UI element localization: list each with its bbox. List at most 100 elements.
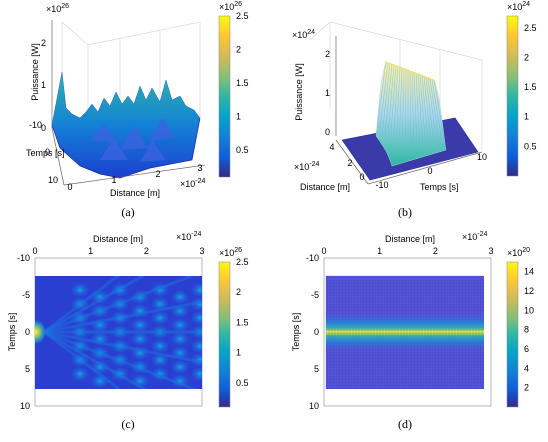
- panel-c-ytick-10: 10: [20, 401, 30, 411]
- panel-b-ylabel: Distance [m]: [300, 182, 350, 192]
- panel-b-colorbar-tick-2.5: 2.5: [524, 23, 537, 33]
- panel-c-ytick-0: 0: [25, 327, 30, 337]
- panel-b-colorbar-tick-1: 1: [524, 112, 529, 122]
- panel-d-colorbar: [506, 261, 519, 408]
- panel-c-lattice-blob: [171, 290, 189, 304]
- panel-d-colorbar-tick-12: 12: [524, 286, 534, 296]
- panel-b-pulse-mesh: [375, 61, 447, 151]
- panel-a-ztick-0: 0: [41, 123, 46, 133]
- panel-a-ridges: [90, 118, 176, 162]
- panel-c-caption: (c): [121, 417, 134, 431]
- panel-c-lattice-blob: [151, 339, 169, 353]
- panel-d-ytick--5: -5: [311, 290, 319, 300]
- panel-b-z-exponent: ×1024: [292, 29, 315, 40]
- panel-a-xtick-1: 1: [111, 175, 116, 185]
- panel-b-ytick-0: 0: [359, 172, 364, 182]
- panel-a-ylabel: Temps [s]: [26, 148, 65, 158]
- panel-a-temps-axis: [51, 127, 65, 186]
- panel-c-lattice-blob: [191, 367, 202, 381]
- panel-d-colorbar-tick-2: 2: [524, 383, 529, 393]
- panel-b-ytick-4: 4: [329, 142, 334, 152]
- panel-c-fringe: [43, 330, 202, 364]
- panel-c-colorbar-tick-0.5: 0.5: [236, 378, 249, 388]
- panel-c-x-exponent: ×10-24: [176, 231, 202, 242]
- panel-a-colorbar-tick-2.5: 2.5: [236, 11, 249, 21]
- panel-a-zticks: 2 1 0: [41, 38, 46, 133]
- panel-d-xtick-3: 3: [488, 246, 493, 256]
- panel-b-pulse: [375, 61, 447, 167]
- panel-b-colorbar-tick-1.5: 1.5: [524, 82, 537, 92]
- panel-a-colorbar-tick-2: 2: [236, 45, 241, 55]
- panel-c-lattice-blob: [171, 360, 189, 374]
- panel-a-ytick-0: 0: [45, 147, 50, 157]
- panel-c-lattice-blob: [71, 283, 89, 297]
- panel-b-xtick--10: -10: [375, 180, 388, 190]
- panel-d-colorbar-tick-14: 14: [524, 267, 534, 277]
- panel-c-fringe: [43, 276, 146, 334]
- panel-c-xlabel: Distance [m]: [93, 234, 143, 244]
- panel-b-colorbar-ticks: 2.5 2 1.5 1 0.5: [524, 23, 537, 152]
- panel-a-ytick--10: -10: [29, 120, 42, 130]
- panel-d-caption: (d): [398, 417, 412, 431]
- panel-b-colorbar: [506, 15, 519, 177]
- panel-c: 0 1 2 3 -10 -5 0 5 10 Distance [m] ×10-24 Temps…: [7, 231, 249, 431]
- panel-c-xtick-0: 0: [32, 246, 37, 256]
- panel-c-lattice-blob: [171, 318, 189, 332]
- panel-c-fringe: [43, 330, 199, 389]
- panel-a-z-exponent: ×1026: [46, 3, 69, 14]
- panel-c-lattice-blob: [191, 339, 202, 353]
- panel-b-zlabel: Puissance [W]: [294, 63, 304, 121]
- panel-b-yticks: 4 20: [329, 142, 364, 182]
- panel-a-colorbar-exponent: ×1026: [219, 1, 242, 12]
- panel-c-ytick-5: 5: [25, 364, 30, 374]
- panel-c-lattice-blob: [151, 297, 169, 311]
- panel-c-xtick-3: 3: [199, 246, 204, 256]
- panel-d-band: [326, 312, 484, 352]
- panel-c-ytick--5: -5: [22, 290, 30, 300]
- panel-c-fringe: [43, 330, 148, 389]
- panel-b-y-exponent: ×10-24: [294, 161, 320, 172]
- panel-c-lattice-blob: [171, 332, 189, 346]
- panel-c-colorbar: [218, 261, 231, 408]
- panel-b-caption: (b): [398, 205, 412, 219]
- panel-d-ytick-10: 10: [309, 401, 319, 411]
- panel-d-xticks: 0 1 2 3: [321, 246, 493, 256]
- panel-d-colorbar-tick-10: 10: [524, 305, 534, 315]
- panel-a-x-exponent: ×10-24: [180, 178, 206, 189]
- panel-d-colorbar-exponent: ×1020: [507, 247, 530, 258]
- panel-c-xticks: 0 1 2 3: [32, 246, 204, 256]
- panel-d-colorbar-ticks: 14 12 10 8 6 4 2: [524, 267, 534, 393]
- panel-d-colorbar-tick-4: 4: [524, 363, 529, 373]
- panel-c-yticks: -10 -5 0 5 10: [17, 253, 30, 411]
- panel-d-colorbar-tick-6: 6: [524, 344, 529, 354]
- panel-a-ytick-10: 10: [48, 175, 58, 185]
- panel-c-fringe: [43, 276, 196, 334]
- panel-b-colorbar-exponent: ×1024: [507, 1, 530, 12]
- panel-b-ztick-2: 2: [325, 49, 330, 59]
- panel-c-ytick--10: -10: [17, 253, 30, 263]
- panel-a-colorbar: [218, 15, 231, 178]
- panel-b-xticks: -10 0 10: [375, 152, 487, 190]
- panel-c-lattice-blob: [131, 332, 149, 346]
- panel-a-zlabel: Puissance [W]: [30, 43, 40, 101]
- panel-d-ytick-0: 0: [314, 327, 319, 337]
- panel-c-lattice-blob: [191, 311, 202, 325]
- panel-d-ytick-5: 5: [314, 364, 319, 374]
- panel-a-xtick-0: 0: [67, 182, 72, 192]
- panel-b-zticks: 2 1 0: [325, 49, 330, 137]
- panel-d-colorbar-tick-8: 8: [524, 325, 529, 335]
- panel-c-xtick-1: 1: [88, 246, 93, 256]
- panel-a-xlabel: Distance [m]: [110, 188, 160, 198]
- panel-c-colorbar-exponent: ×1026: [219, 247, 242, 258]
- panel-b-colorbar-tick-0.5: 0.5: [524, 141, 537, 151]
- panel-a-xticks: 0 1 2 3: [67, 163, 202, 192]
- panel-b-temps-axis: [367, 151, 483, 185]
- panel-a-colorbar-ticks: 2.5 2 1.5 1 0.5: [236, 11, 249, 155]
- panel-a-caption: (a): [121, 205, 134, 219]
- panel-c-lattice-blob: [131, 318, 149, 332]
